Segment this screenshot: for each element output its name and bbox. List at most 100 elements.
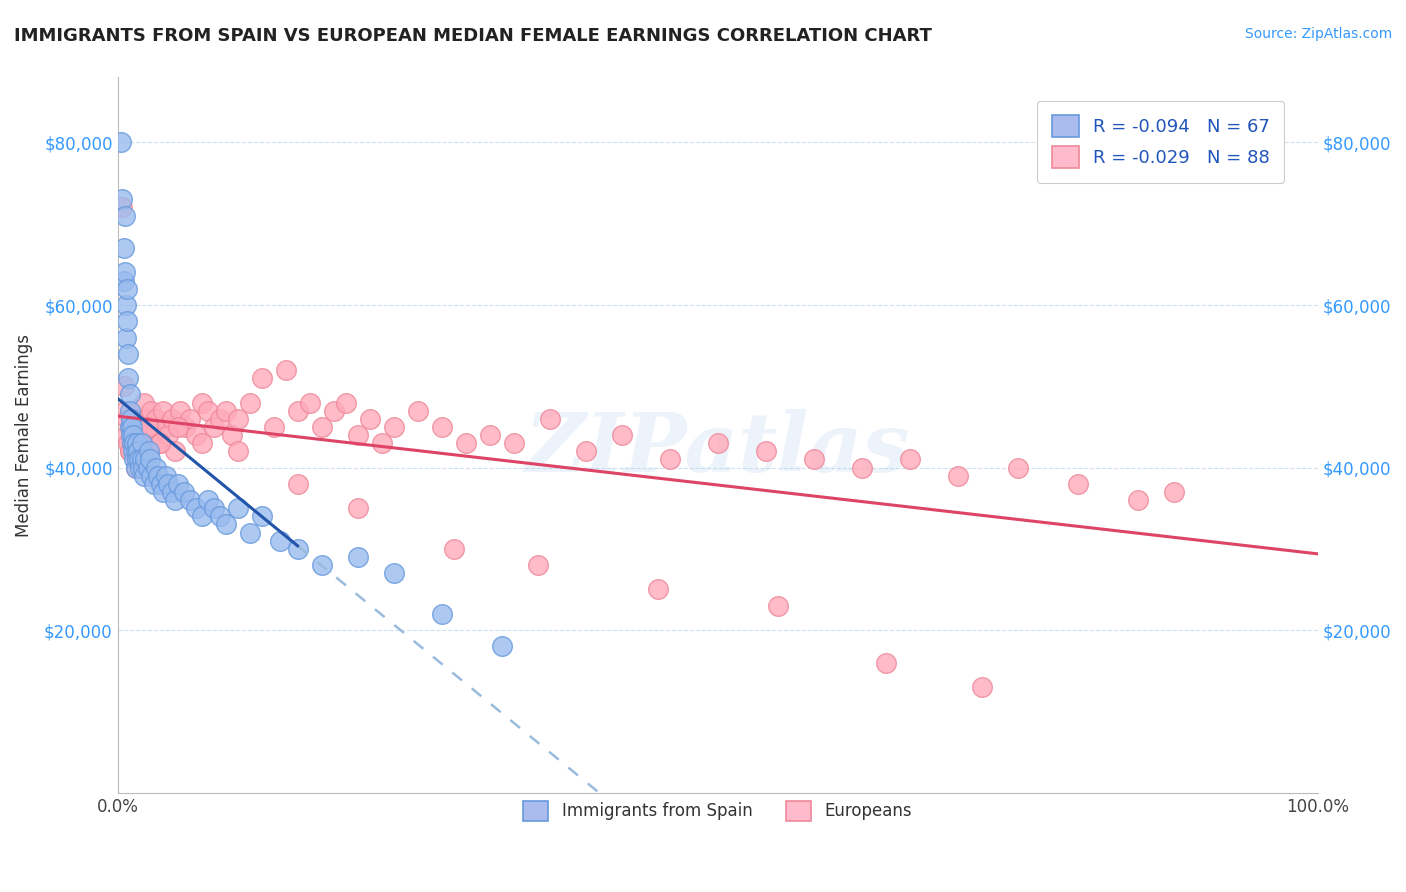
Point — [202, 420, 225, 434]
Point — [208, 509, 231, 524]
Point — [111, 192, 134, 206]
Point — [118, 420, 141, 434]
Point — [124, 428, 146, 442]
Point — [658, 452, 681, 467]
Point — [115, 314, 138, 328]
Point — [145, 411, 167, 425]
Point — [574, 444, 596, 458]
Text: ZIPatlas: ZIPatlas — [524, 409, 910, 490]
Point — [122, 428, 145, 442]
Text: IMMIGRANTS FROM SPAIN VS EUROPEAN MEDIAN FEMALE EARNINGS CORRELATION CHART: IMMIGRANTS FROM SPAIN VS EUROPEAN MEDIAN… — [14, 27, 932, 45]
Point — [179, 493, 201, 508]
Point — [166, 476, 188, 491]
Point — [298, 395, 321, 409]
Point — [124, 444, 146, 458]
Point — [197, 403, 219, 417]
Point — [311, 558, 333, 573]
Point — [160, 411, 183, 425]
Point — [311, 420, 333, 434]
Point — [190, 436, 212, 450]
Point — [114, 265, 136, 279]
Point — [115, 282, 138, 296]
Point — [190, 395, 212, 409]
Point — [148, 468, 170, 483]
Point — [1007, 460, 1029, 475]
Point — [149, 436, 172, 450]
Point — [382, 420, 405, 434]
Point — [131, 436, 153, 450]
Point — [754, 444, 776, 458]
Point — [120, 428, 142, 442]
Point — [169, 403, 191, 417]
Point — [114, 403, 136, 417]
Point — [136, 460, 159, 475]
Point — [875, 656, 897, 670]
Point — [239, 395, 262, 409]
Point — [851, 460, 873, 475]
Point — [491, 640, 513, 654]
Point — [226, 444, 249, 458]
Point — [1066, 476, 1088, 491]
Point — [124, 460, 146, 475]
Point — [208, 411, 231, 425]
Point — [946, 468, 969, 483]
Point — [370, 436, 392, 450]
Point — [115, 298, 138, 312]
Point — [287, 476, 309, 491]
Point — [149, 436, 172, 450]
Point — [122, 411, 145, 425]
Point — [322, 403, 344, 417]
Point — [136, 420, 159, 434]
Point — [287, 541, 309, 556]
Point — [145, 460, 167, 475]
Point — [156, 476, 179, 491]
Point — [214, 403, 236, 417]
Point — [1126, 493, 1149, 508]
Point — [125, 420, 148, 434]
Point — [131, 428, 153, 442]
Point — [269, 533, 291, 548]
Point — [359, 411, 381, 425]
Point — [149, 476, 172, 491]
Text: Source: ZipAtlas.com: Source: ZipAtlas.com — [1244, 27, 1392, 41]
Point — [117, 371, 139, 385]
Point — [221, 428, 243, 442]
Point — [115, 428, 138, 442]
Point — [121, 420, 143, 434]
Point — [155, 468, 177, 483]
Point — [118, 444, 141, 458]
Point — [526, 558, 548, 573]
Point — [160, 485, 183, 500]
Point — [406, 403, 429, 417]
Point — [502, 436, 524, 450]
Point — [239, 525, 262, 540]
Point — [226, 501, 249, 516]
Point — [197, 493, 219, 508]
Point — [766, 599, 789, 613]
Point — [250, 509, 273, 524]
Point — [156, 428, 179, 442]
Point — [274, 363, 297, 377]
Point — [120, 411, 142, 425]
Point — [128, 452, 150, 467]
Point — [803, 452, 825, 467]
Point — [179, 411, 201, 425]
Point — [430, 420, 453, 434]
Point — [112, 274, 135, 288]
Point — [121, 436, 143, 450]
Point — [202, 501, 225, 516]
Point — [131, 452, 153, 467]
Point — [141, 403, 163, 417]
Point — [115, 411, 138, 425]
Point — [132, 468, 155, 483]
Point — [124, 436, 146, 450]
Point — [287, 403, 309, 417]
Point — [112, 379, 135, 393]
Point — [110, 136, 132, 150]
Point — [190, 509, 212, 524]
Point — [454, 436, 477, 450]
Point — [124, 460, 146, 475]
Point — [346, 549, 368, 564]
Point — [184, 428, 207, 442]
Point — [142, 428, 165, 442]
